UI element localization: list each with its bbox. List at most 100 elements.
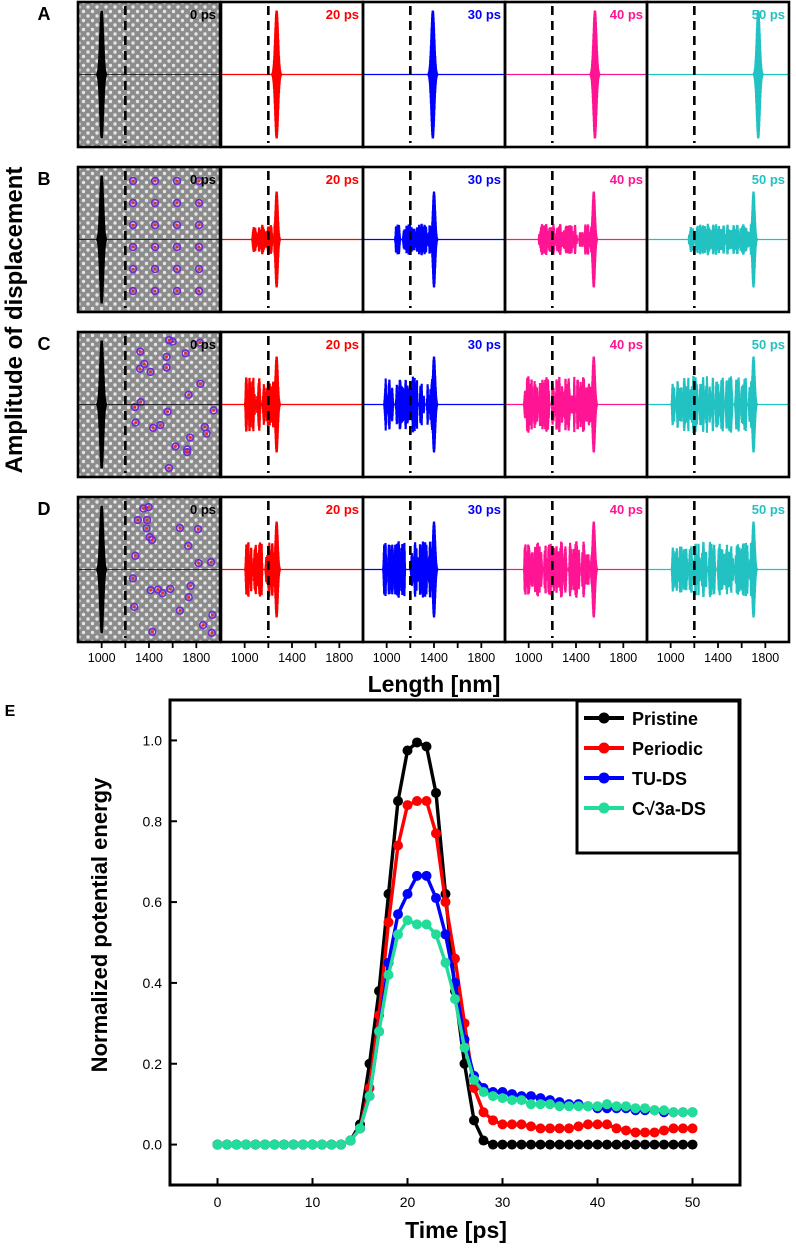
legend-swatch-marker [598, 772, 610, 784]
energy-data-point [450, 953, 460, 964]
snapshot-time-label: 20 ps [326, 172, 359, 187]
snapshot-time-label: 30 ps [468, 7, 501, 22]
wave-packet-trace [523, 521, 598, 618]
time-tick-label: 20 [400, 1194, 416, 1210]
legend-swatch-marker [598, 712, 610, 724]
defect-site-core [178, 526, 182, 530]
defect-site-core [167, 466, 171, 470]
energy-data-point [535, 1099, 546, 1110]
defect-site-core [197, 201, 201, 205]
defect-site-core [131, 223, 135, 227]
wave-packet-trace [382, 521, 439, 618]
snapshot-time-label: 30 ps [468, 502, 501, 517]
energy-data-point [526, 1121, 536, 1132]
defect-site-core [165, 355, 169, 359]
energy-data-point [402, 915, 413, 926]
defect-site-marker [172, 286, 182, 296]
energy-data-point [592, 1139, 603, 1150]
snapshot-time-label: 50 ps [752, 502, 785, 517]
energy-data-point [440, 897, 451, 908]
energy-data-point [507, 1095, 517, 1106]
defect-site-core [187, 393, 190, 397]
energy-data-point [336, 1139, 346, 1150]
defect-site-core [131, 179, 135, 183]
defect-site-core [158, 423, 162, 427]
length-tick-label: 1400 [420, 651, 448, 665]
energy-data-point [678, 1139, 688, 1150]
energy-data-point [659, 1105, 669, 1116]
defect-site-core [197, 223, 201, 227]
defect-site-core [205, 432, 209, 435]
energy-data-point [393, 909, 403, 920]
defect-site-marker [142, 524, 151, 533]
energy-data-point [393, 796, 403, 807]
length-tick-label: 1400 [704, 651, 732, 665]
defect-site-core [188, 436, 192, 439]
defect-site-core [132, 605, 136, 609]
defect-site-core [165, 366, 168, 369]
snapshot-time-label: 40 ps [610, 7, 643, 22]
defect-site-core [178, 609, 182, 613]
defect-site-core [175, 289, 179, 293]
energy-data-point [412, 919, 422, 930]
length-tick-label: 1800 [467, 651, 495, 665]
defect-site-marker [131, 551, 140, 560]
wave-packet-trace [96, 340, 107, 469]
energy-data-point [469, 1074, 479, 1085]
energy-data-point [649, 1127, 660, 1138]
defect-site-core [197, 289, 201, 293]
legend-entry-label: TU-DS [632, 769, 687, 789]
energy-data-point [611, 1123, 622, 1134]
defect-site-marker [194, 198, 204, 208]
defect-site-marker [186, 581, 195, 591]
time-tick-label: 10 [305, 1194, 321, 1210]
energy-data-point [564, 1101, 574, 1112]
energy-data-point [212, 1139, 223, 1150]
energy-data-point [412, 870, 422, 881]
length-tick-label: 1000 [657, 651, 685, 665]
time-tick-label: 40 [590, 1194, 606, 1210]
length-tick-label: 1000 [88, 651, 116, 665]
defect-site-core [131, 289, 135, 293]
defect-site-core [209, 560, 213, 564]
defect-site-marker [128, 220, 138, 230]
defect-site-marker [164, 335, 174, 345]
length-tick-label: 1800 [751, 651, 779, 665]
energy-data-point [402, 800, 413, 811]
energy-data-point [526, 1091, 536, 1102]
energy-data-point [573, 1101, 584, 1112]
energy-data-point [630, 1127, 641, 1138]
defect-site-core [139, 400, 143, 404]
defect-site-core [197, 561, 200, 565]
defect-site-marker [182, 447, 192, 457]
energy-data-point [602, 1119, 612, 1130]
defect-site-core [187, 595, 191, 599]
defect-site-marker [150, 220, 160, 230]
defect-site-marker [184, 390, 193, 399]
energy-data-point [592, 1119, 603, 1130]
defect-site-marker [209, 406, 218, 415]
defect-site-core [147, 505, 151, 509]
energy-data-point [611, 1101, 622, 1112]
energy-data-point [573, 1139, 584, 1150]
energy-data-point [431, 787, 441, 798]
energy-data-point [402, 889, 413, 899]
defect-site-core [150, 538, 154, 542]
energy-data-point [507, 1139, 517, 1150]
defect-site-marker [150, 264, 160, 274]
snapshot-time-label: 40 ps [610, 172, 643, 187]
energy-data-point [412, 796, 422, 807]
energy-data-point [659, 1125, 669, 1136]
defect-site-core [203, 425, 207, 429]
energy-data-point [421, 796, 432, 807]
defect-site-marker [194, 558, 203, 568]
wave-packet-trace [96, 175, 107, 304]
energy-data-point [279, 1139, 289, 1150]
snapshot-time-label: 50 ps [752, 337, 785, 352]
snapshot-time-label: 0 ps [190, 7, 216, 22]
snapshot-time-label: 50 ps [752, 172, 785, 187]
defect-site-marker [140, 359, 149, 369]
energy-series-line [217, 874, 693, 1147]
defect-site-marker [136, 398, 146, 407]
legend-swatch-marker [598, 742, 610, 754]
